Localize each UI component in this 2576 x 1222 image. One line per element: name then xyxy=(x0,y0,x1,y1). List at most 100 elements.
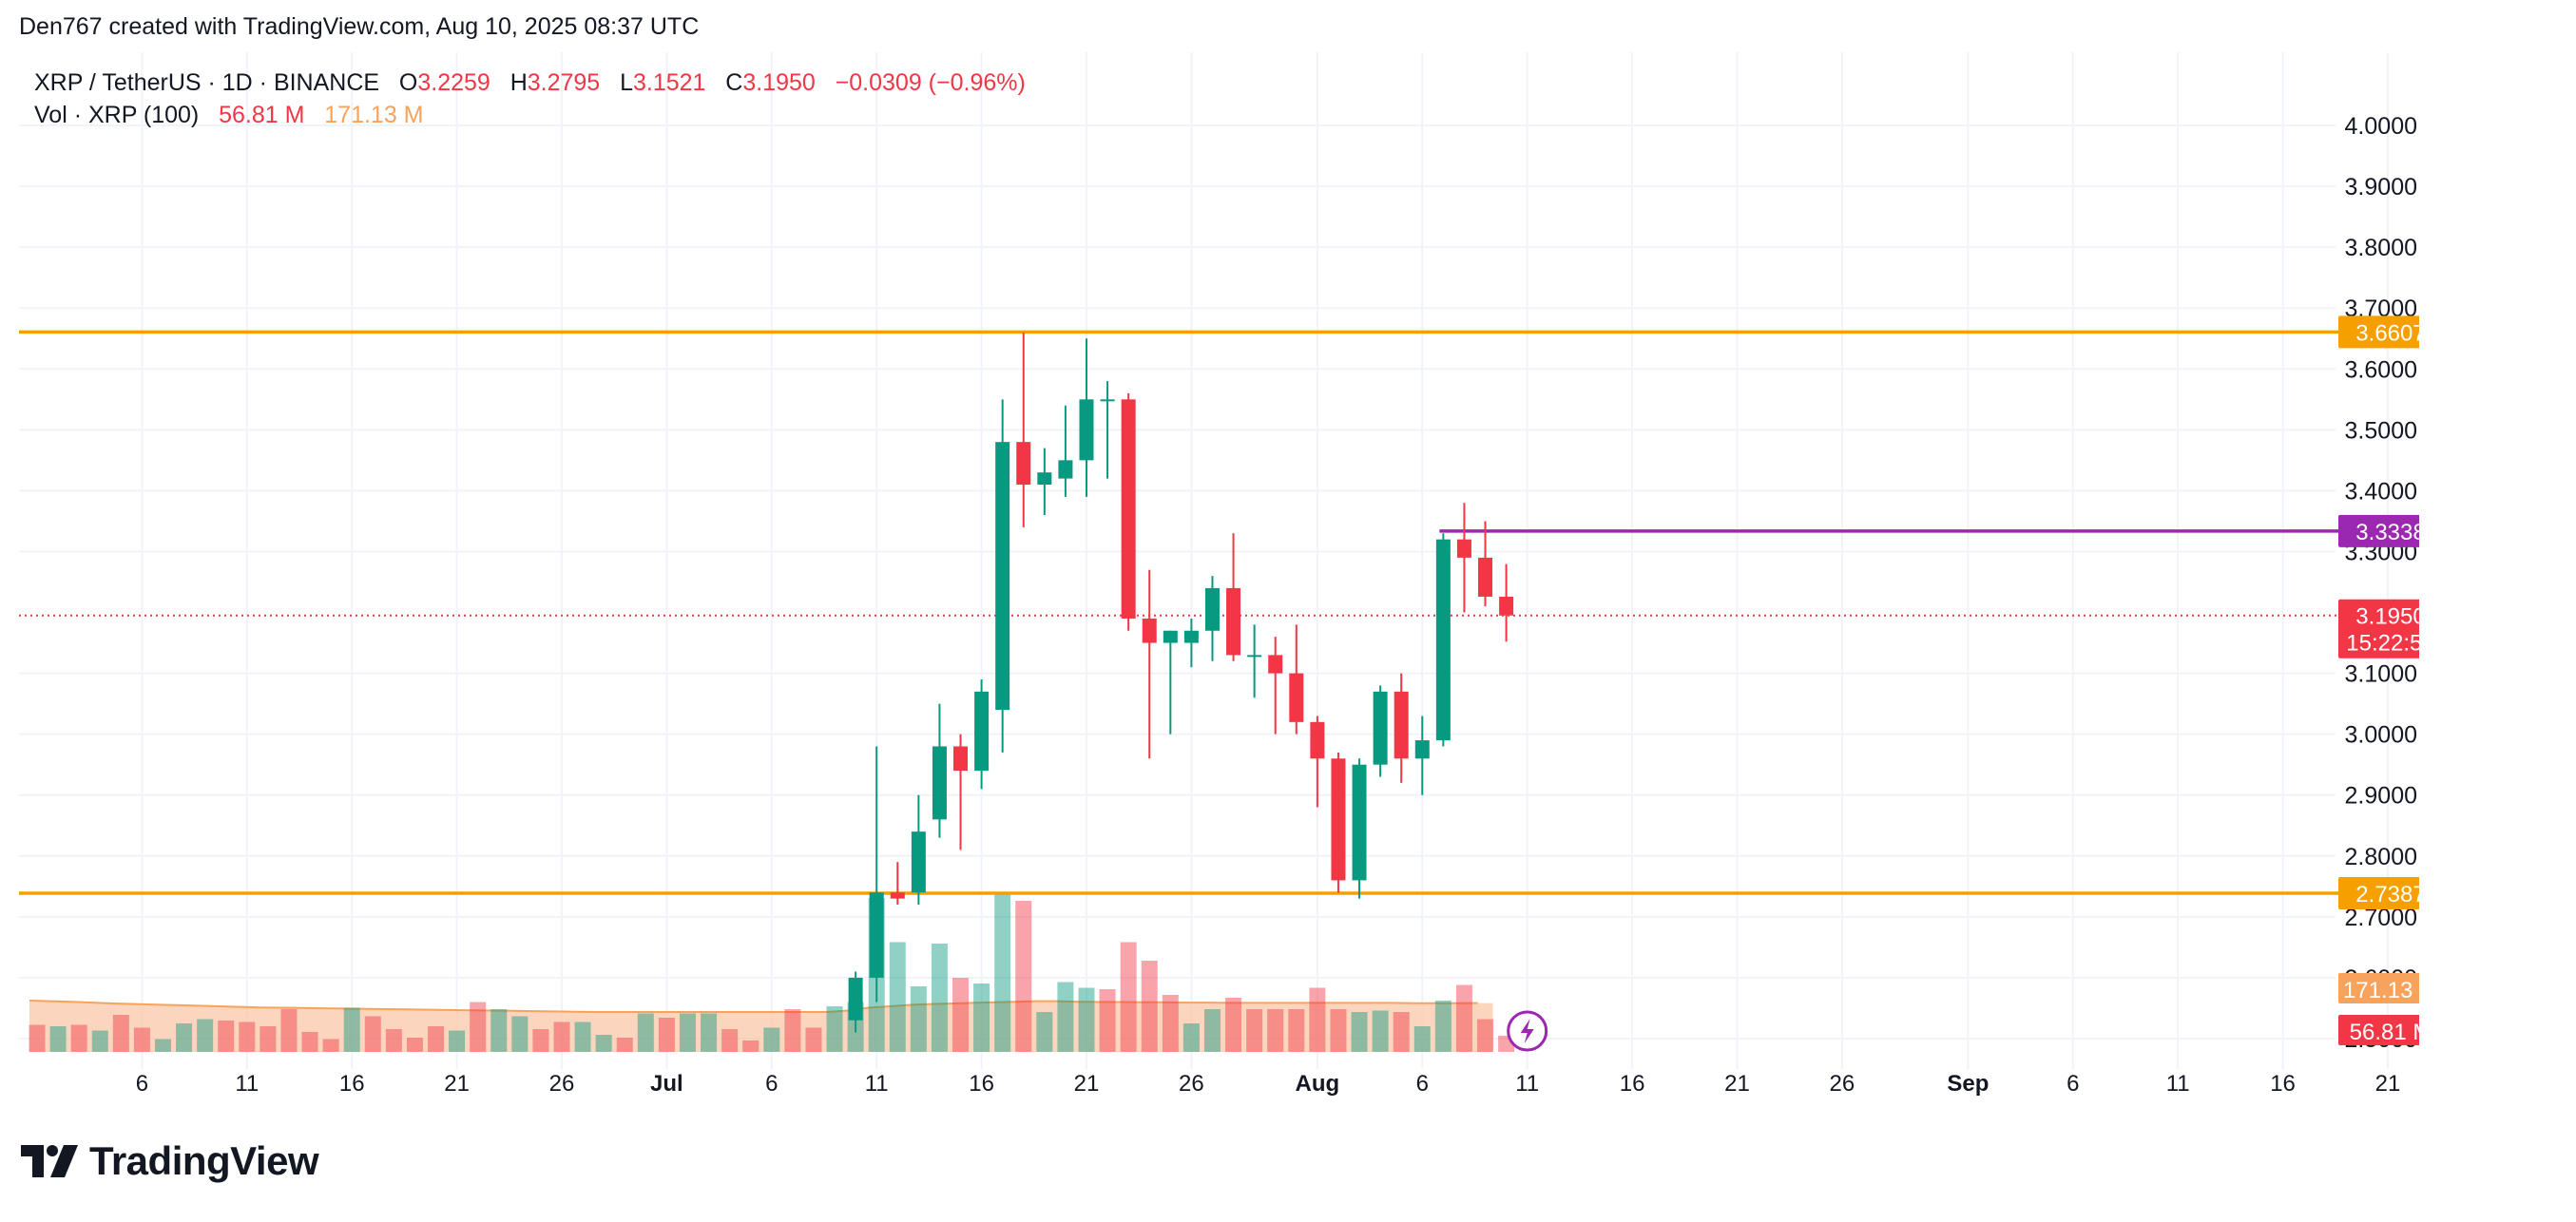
volume-badge-bg xyxy=(2338,1015,2419,1045)
volume-bar xyxy=(1351,1012,1368,1052)
time-tick-label: 21 xyxy=(444,1071,470,1097)
volume-bar xyxy=(1203,1009,1221,1052)
volume-bar xyxy=(679,1013,696,1052)
volume-bar xyxy=(1099,989,1116,1052)
volume-bar xyxy=(532,1029,549,1052)
volume-bar xyxy=(343,1007,360,1052)
lightning-glyph xyxy=(1520,1019,1534,1043)
price-tick-label: 3.6000 xyxy=(2345,356,2417,383)
candle-body xyxy=(1016,442,1031,485)
time-tick-label: 16 xyxy=(2270,1071,2296,1097)
candle-body xyxy=(1478,557,1493,597)
candle-body xyxy=(1079,399,1094,461)
volume-bar xyxy=(406,1038,423,1052)
candle-body xyxy=(1163,630,1178,643)
time-tick-label: 26 xyxy=(1179,1071,1204,1097)
time-tick-label: Aug xyxy=(1296,1071,1340,1097)
volume-bar xyxy=(763,1027,780,1052)
legend-low: 3.1521 xyxy=(632,69,706,96)
candle-body xyxy=(1226,587,1241,656)
price-level-badge-bg xyxy=(2338,877,2419,910)
time-tick-label: 6 xyxy=(136,1071,148,1097)
volume-bar xyxy=(1225,998,1242,1052)
candle-body xyxy=(1268,655,1283,674)
volume-bar xyxy=(1141,961,1158,1052)
legend-volume-value: 56.81 M xyxy=(219,102,305,128)
legend-high: 3.2795 xyxy=(527,69,601,96)
time-tick-label: 26 xyxy=(549,1071,575,1097)
chart-legend: XRP / TetherUS · 1D · BINANCE O3.2259 H3… xyxy=(34,67,1026,131)
volume-bar xyxy=(1330,1009,1347,1052)
time-axis: 6 11 16 21 26 Jul 6 11 16 21 26 Aug 6 11 16 21 26 Sep 6 11 1… xyxy=(136,1071,2401,1097)
time-tick-label: 21 xyxy=(1074,1071,1100,1097)
tradingview-logo-icon xyxy=(21,1145,78,1177)
chart-grid xyxy=(19,52,2389,1069)
volume-ma-area xyxy=(29,1000,1493,1052)
volume-bar xyxy=(112,1015,129,1052)
volume-bar xyxy=(994,892,1011,1052)
candle-body xyxy=(1100,399,1115,402)
volume-bar xyxy=(322,1039,339,1052)
tradingview-logo-text: TradingView xyxy=(89,1138,319,1183)
time-tick-label: Jul xyxy=(650,1071,683,1097)
candle-body xyxy=(1373,691,1388,765)
volume-bar xyxy=(889,942,906,1052)
volume-bar xyxy=(1309,987,1326,1052)
candle-body xyxy=(869,892,884,978)
candle-body xyxy=(1142,618,1157,643)
volume-bar xyxy=(637,1013,654,1052)
price-levels xyxy=(19,330,2338,895)
candle-body xyxy=(1499,596,1514,616)
volume-bar xyxy=(218,1021,235,1052)
volume-bar xyxy=(1246,1009,1263,1052)
volume-bar xyxy=(952,978,970,1052)
time-tick-label: 11 xyxy=(865,1071,889,1097)
time-tick-label: 16 xyxy=(339,1071,365,1097)
time-tick-label: 6 xyxy=(2067,1071,2079,1097)
time-tick-label: 26 xyxy=(1830,1071,1855,1097)
volume-bar xyxy=(280,1009,298,1052)
price-level-badge-text: 3.6607 xyxy=(2355,320,2419,346)
tradingview-logo[interactable]: TradingView xyxy=(21,1138,319,1184)
volume-bar xyxy=(364,1016,381,1052)
legend-symbol[interactable]: XRP / TetherUS · 1D · BINANCE xyxy=(34,69,380,96)
last-price-badge-text: 15:22:59 xyxy=(2346,631,2419,657)
volume-bar xyxy=(385,1029,402,1052)
time-tick-label: 11 xyxy=(2166,1071,2190,1097)
volume-bar xyxy=(826,1006,843,1052)
price-tick-label: 3.9000 xyxy=(2345,174,2417,200)
legend-volume-label[interactable]: Vol · XRP (100) xyxy=(34,102,200,128)
candle-body xyxy=(1352,764,1367,881)
candle-body xyxy=(1414,740,1430,759)
volume-bar xyxy=(910,986,927,1052)
volume-bar xyxy=(1372,1010,1389,1052)
volume-bar xyxy=(176,1023,193,1052)
candle-body xyxy=(1435,539,1451,741)
candle-body xyxy=(1183,630,1199,643)
legend-high-label: H xyxy=(509,69,528,96)
candle-body xyxy=(1121,399,1136,619)
volume-bar xyxy=(553,1022,570,1052)
price-tick-label: 3.4000 xyxy=(2345,478,2417,505)
price-tick-label: 2.8000 xyxy=(2345,844,2417,870)
volume-bar xyxy=(784,1009,801,1052)
price-chart[interactable]: 4.00003.90003.80003.70003.60003.50003.40… xyxy=(19,52,2419,1107)
last-price-badge-bg xyxy=(2338,599,2419,659)
candle-body xyxy=(1247,655,1262,658)
volume-bar xyxy=(428,1026,445,1052)
time-tick-label: 16 xyxy=(1620,1071,1645,1097)
volume-bar xyxy=(449,1030,466,1052)
volume-ma-line xyxy=(29,1000,1478,1013)
legend-close: 3.1950 xyxy=(742,69,816,96)
time-tick-label: 6 xyxy=(765,1071,778,1097)
legend-open: 3.2259 xyxy=(417,69,490,96)
volume-bar xyxy=(1015,901,1032,1052)
volume-bar xyxy=(805,1027,822,1052)
candle-body xyxy=(1331,758,1346,881)
legend-close-label: C xyxy=(725,69,743,96)
price-level-badge-text: 3.3338 xyxy=(2355,520,2419,545)
volume-bar xyxy=(470,1002,487,1052)
candle-body xyxy=(1289,673,1304,722)
price-level-badge-text: 2.7387 xyxy=(2355,882,2419,907)
legend-price-row: XRP / TetherUS · 1D · BINANCE O3.2259 H3… xyxy=(34,67,1026,99)
